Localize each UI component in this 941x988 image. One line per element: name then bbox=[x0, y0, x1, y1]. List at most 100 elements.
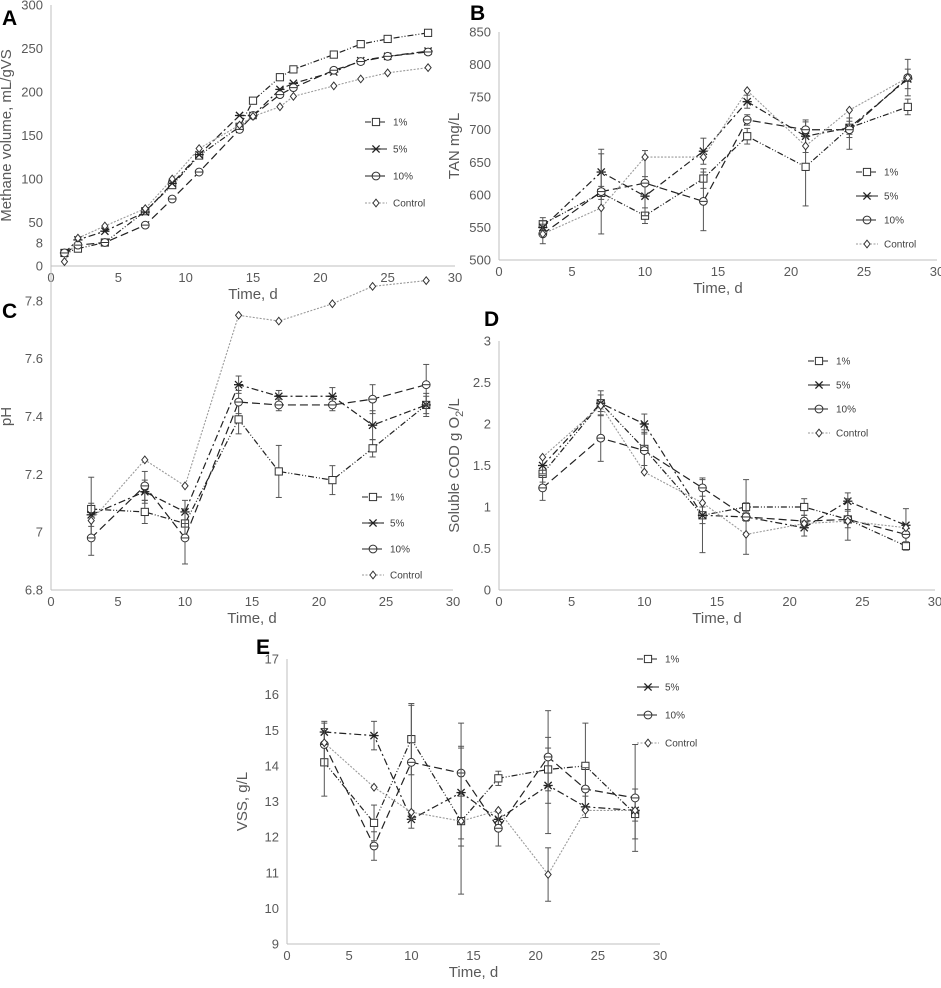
data-point-marker bbox=[639, 419, 649, 429]
data-point-marker bbox=[60, 257, 69, 267]
y-axis-title: TAN mg/L bbox=[446, 113, 463, 179]
data-point-marker bbox=[274, 400, 284, 410]
x-tick-label: 20 bbox=[784, 264, 798, 279]
x-tick-label: 25 bbox=[591, 948, 605, 963]
y-tick-label: 13 bbox=[265, 794, 279, 809]
panel-label-e: E bbox=[256, 636, 270, 659]
panel-label-c: C bbox=[2, 300, 17, 323]
series-control bbox=[60, 63, 432, 267]
data-point-marker bbox=[369, 731, 379, 740]
data-point-marker bbox=[167, 194, 177, 204]
legend-label: 1% bbox=[884, 168, 899, 179]
data-point-marker bbox=[329, 65, 339, 75]
data-point-marker bbox=[370, 782, 378, 792]
legend-entry-1pct: 1% bbox=[856, 168, 899, 179]
legend-label: 1% bbox=[390, 493, 405, 504]
data-point-marker bbox=[538, 483, 547, 493]
data-point-marker bbox=[639, 446, 649, 455]
data-point-marker bbox=[194, 167, 204, 177]
x-tick-label: 20 bbox=[313, 270, 327, 285]
legend-marker bbox=[644, 738, 652, 748]
data-point-marker bbox=[697, 511, 708, 520]
data-point-marker bbox=[140, 507, 149, 517]
data-point-marker bbox=[800, 518, 808, 529]
y-axis-title: pH bbox=[0, 407, 15, 426]
panel-e: E 0 5 10 15 20 25 30 9 10 11 12 13 14 15 16 17 Time, d VSS… bbox=[234, 636, 697, 981]
series-control bbox=[539, 72, 912, 239]
legend-label: 5% bbox=[390, 519, 405, 530]
data-point-marker bbox=[743, 86, 751, 96]
data-point-marker bbox=[903, 102, 912, 112]
x-tick-label: 0 bbox=[283, 948, 290, 963]
data-point-marker bbox=[424, 63, 432, 73]
data-point-marker bbox=[494, 774, 503, 783]
data-point-marker bbox=[249, 111, 257, 121]
series-line bbox=[324, 731, 636, 821]
y-tick-label: 8 bbox=[36, 236, 43, 251]
x-axis-title: Time, d bbox=[692, 610, 741, 627]
y-tick-label: 3 bbox=[484, 334, 491, 349]
data-point-marker bbox=[86, 533, 96, 543]
data-point-marker bbox=[904, 72, 912, 83]
legend-label: Control bbox=[393, 199, 425, 210]
x-tick-label: 5 bbox=[114, 594, 121, 609]
data-point-marker bbox=[543, 752, 553, 762]
data-point-marker bbox=[368, 421, 378, 430]
x-tick-label: 0 bbox=[495, 264, 502, 279]
legend-entry-5pct: 5% bbox=[365, 145, 408, 156]
data-point-marker bbox=[383, 68, 392, 78]
data-point-marker bbox=[141, 203, 149, 214]
legend-entry-10pct: 10% bbox=[856, 216, 904, 227]
x-tick-label: 5 bbox=[346, 948, 353, 963]
x-tick-label: 15 bbox=[245, 594, 259, 609]
data-point-marker bbox=[289, 91, 298, 101]
data-point-marker bbox=[423, 47, 433, 57]
y-tick-label: 1 bbox=[484, 500, 491, 515]
x-axis-title: Time, d bbox=[449, 964, 498, 981]
legend-entry-1pct: 1% bbox=[362, 493, 405, 504]
series-10pct bbox=[319, 704, 640, 861]
data-point-marker bbox=[423, 28, 433, 37]
data-point-marker bbox=[596, 433, 606, 443]
data-point-marker bbox=[74, 233, 82, 243]
data-point-marker bbox=[140, 481, 150, 491]
x-tick-label: 25 bbox=[857, 264, 871, 279]
series-line bbox=[323, 742, 636, 876]
data-point-marker bbox=[320, 738, 328, 748]
x-tick-label: 25 bbox=[380, 270, 394, 285]
y-tick-label: 17 bbox=[265, 652, 279, 667]
data-point-marker bbox=[235, 120, 244, 130]
y-axis-title: Methane volume, mL/gVS bbox=[0, 49, 15, 222]
data-point-marker bbox=[494, 805, 503, 816]
data-point-marker bbox=[248, 96, 258, 105]
data-point-marker bbox=[181, 481, 189, 491]
x-tick-label: 30 bbox=[653, 948, 667, 963]
data-point-marker bbox=[383, 34, 392, 44]
data-point-marker bbox=[640, 178, 650, 188]
data-point-marker bbox=[421, 380, 431, 390]
legend-marker bbox=[368, 518, 378, 528]
data-point-marker bbox=[234, 111, 245, 120]
series-line bbox=[64, 32, 429, 254]
x-tick-label: 15 bbox=[710, 594, 724, 609]
series-line bbox=[542, 402, 907, 529]
y-tick-label: 100 bbox=[21, 172, 43, 187]
y-tick-label: 200 bbox=[21, 85, 43, 100]
legend-label: 10% bbox=[836, 405, 856, 416]
data-point-marker bbox=[368, 281, 377, 291]
y-tick-label: 700 bbox=[469, 122, 491, 137]
data-point-marker bbox=[901, 541, 911, 551]
data-point-marker bbox=[640, 467, 649, 477]
x-tick-label: 20 bbox=[312, 594, 326, 609]
data-point-marker bbox=[902, 523, 910, 533]
y-tick-label: 14 bbox=[265, 758, 279, 773]
x-tick-label: 10 bbox=[404, 948, 418, 963]
x-tick-label: 30 bbox=[930, 264, 941, 279]
legend-entry-10pct: 10% bbox=[365, 172, 413, 183]
data-point-marker bbox=[60, 248, 69, 258]
data-point-marker bbox=[581, 784, 590, 794]
legend-entry-control: Control bbox=[856, 239, 916, 251]
y-tick-label: 11 bbox=[266, 865, 280, 880]
legend-entry-5pct: 5% bbox=[808, 381, 851, 392]
data-point-marker bbox=[368, 394, 378, 404]
